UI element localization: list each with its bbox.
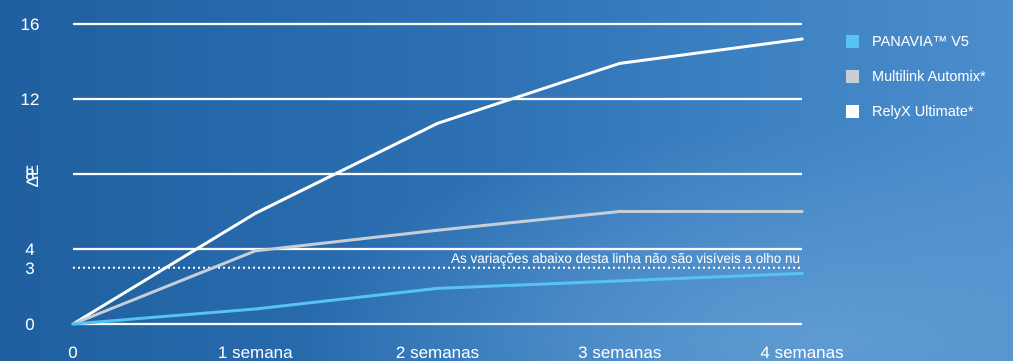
legend-label-relyx: RelyX Ultimate* bbox=[872, 103, 974, 120]
series-2-point-3 bbox=[618, 61, 622, 65]
series-2-point-2 bbox=[436, 121, 439, 125]
series-0-point-3 bbox=[618, 279, 622, 283]
legend-label-multilink: Multilink Automix* bbox=[872, 68, 986, 85]
series-1-point-2 bbox=[436, 228, 439, 232]
series-1-point-1 bbox=[253, 249, 257, 253]
y-axis-title: ΔE bbox=[23, 165, 42, 188]
series-0-point-4 bbox=[800, 271, 804, 275]
y-tick-label-8: 8 bbox=[25, 165, 34, 184]
legend-label-panavia: PANAVIA™ V5 bbox=[872, 33, 969, 50]
x-tick-label-3: 3 semanas bbox=[578, 343, 661, 361]
legend-swatch-multilink bbox=[846, 70, 859, 83]
y-tick-label-12: 12 bbox=[21, 90, 40, 109]
series-1-point-3 bbox=[618, 210, 622, 213]
series-0-point-1 bbox=[253, 307, 257, 311]
legend-swatch-panavia bbox=[846, 35, 859, 48]
series-0-point-0 bbox=[71, 322, 75, 326]
threshold-annotation: As variações abaixo desta linha não são … bbox=[451, 251, 800, 266]
x-tick-label-1: 1 semana bbox=[218, 343, 293, 361]
series-line-1 bbox=[71, 210, 804, 326]
legend-swatch-relyx bbox=[846, 105, 859, 118]
series-2-point-4 bbox=[800, 37, 804, 41]
x-tick-label-4: 4 semanas bbox=[760, 343, 843, 361]
series-2-point-1 bbox=[253, 211, 257, 215]
y-tick-label-16: 16 bbox=[21, 15, 40, 34]
series-1-point-4 bbox=[800, 210, 804, 213]
x-tick-label-0: 0 bbox=[68, 343, 77, 361]
legend-item-panavia: PANAVIA™ V5 bbox=[846, 24, 986, 59]
y-tick-label-0: 0 bbox=[25, 315, 34, 334]
legend-item-multilink: Multilink Automix* bbox=[846, 59, 986, 94]
y-tick-label-4: 4 bbox=[25, 240, 34, 259]
y-tick-label-3: 3 bbox=[25, 259, 34, 278]
x-tick-label-2: 2 semanas bbox=[396, 343, 479, 361]
legend: PANAVIA™ V5 Multilink Automix* RelyX Ult… bbox=[846, 24, 986, 129]
legend-item-relyx: RelyX Ultimate* bbox=[846, 94, 986, 129]
series-0-point-2 bbox=[436, 286, 439, 290]
